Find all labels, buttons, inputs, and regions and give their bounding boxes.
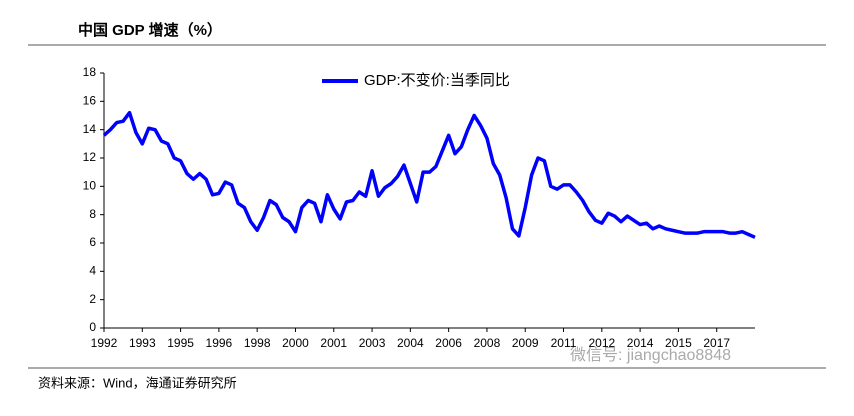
line: [102, 110, 756, 239]
x-tick-label: 1992: [91, 336, 118, 350]
x-tick-label: 1996: [206, 336, 233, 350]
x-tick-label: 2015: [665, 336, 692, 350]
x-tick-label: 2017: [703, 336, 730, 350]
x-tick-label: 1998: [244, 336, 271, 350]
x-tick-label: 2008: [474, 336, 501, 350]
source: 资料来源：Wind，海通证券研究所: [38, 375, 237, 390]
x-tick-label: 2004: [397, 336, 424, 350]
y-tick-label: 0: [89, 320, 96, 334]
watermark: 微信号: jiangchao8848: [570, 346, 731, 364]
y-tick-label: 8: [89, 207, 96, 221]
chart-title: 中国 GDP 增速（%）: [78, 21, 222, 39]
x-tick-label: 2000: [282, 336, 309, 350]
x-tick-label: 2003: [359, 336, 386, 350]
x-tick-label: 2006: [435, 336, 462, 350]
y-tick-label: 12: [83, 150, 97, 164]
x-tick-label: 2011: [551, 336, 577, 350]
y-tick-label: 10: [83, 179, 97, 193]
x-tick-label: 1993: [129, 336, 156, 350]
legend-label: GDP:不变价:当季同比: [364, 72, 510, 89]
y-tick-label: 14: [83, 122, 97, 136]
y-tick-label: 4: [89, 264, 96, 278]
y-tick-label: 6: [89, 235, 96, 249]
y-tick-label: 2: [89, 292, 96, 306]
x-tick-label: 2012: [588, 336, 615, 350]
y-tick-label: 16: [83, 94, 97, 108]
y-tick-label: 18: [83, 65, 97, 79]
x-tick-label: 2009: [512, 336, 539, 350]
x-tick-label: 1995: [167, 336, 194, 350]
x-tick-label: 2014: [627, 336, 654, 350]
x-tick-label: 2001: [320, 336, 347, 350]
